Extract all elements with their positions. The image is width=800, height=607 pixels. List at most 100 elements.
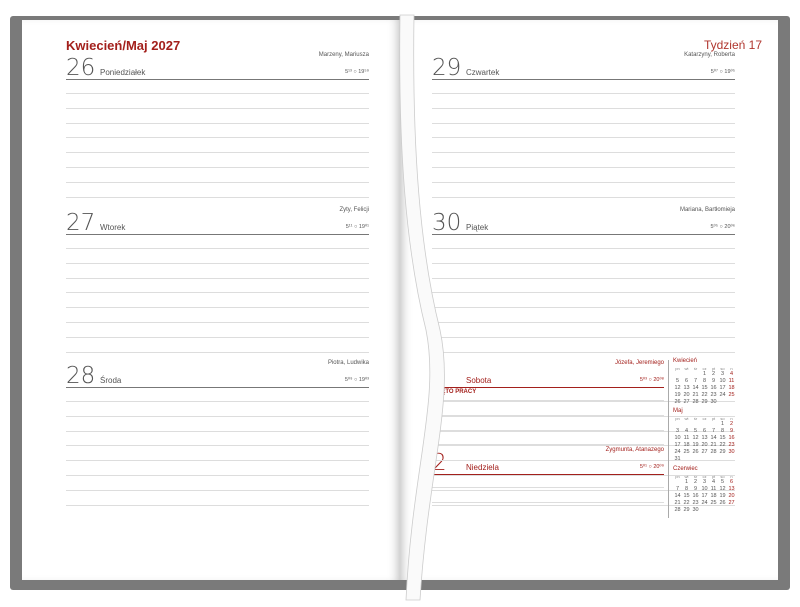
- calendar-divider: [668, 360, 669, 518]
- calendar-day: 15: [701, 385, 708, 391]
- weekday-label: cz: [702, 416, 707, 421]
- calendar-day: 12: [719, 486, 726, 492]
- month-title: Kwiecień/Maj 2027: [66, 38, 181, 53]
- calendar-day: 21: [674, 500, 681, 506]
- calendar-day: 27: [728, 500, 735, 506]
- writing-line: [432, 322, 735, 323]
- writing-line: [66, 489, 369, 491]
- name-days: Katarzyny, Roberta: [684, 52, 735, 58]
- sunrise: 5⁰⁵: [710, 224, 719, 230]
- left-page: [22, 20, 400, 580]
- calendar-day: 4: [684, 428, 689, 434]
- sunset: 19⁰⁵: [724, 69, 735, 75]
- calendar-day: 15: [683, 493, 690, 499]
- name-days: Marzeny, Mariusza: [318, 52, 369, 58]
- calendar-day: 25: [683, 449, 690, 455]
- writing-line: [432, 460, 735, 462]
- weekday-label: śr: [693, 366, 698, 371]
- mini-calendar-month: Kwiecień: [673, 358, 698, 364]
- day-number: 27: [66, 210, 96, 236]
- writing-line: [432, 487, 664, 488]
- writing-line: [66, 122, 369, 124]
- weekday-label: n: [730, 474, 733, 479]
- calendar-day: 25: [710, 500, 717, 506]
- day-number: 30: [432, 210, 462, 236]
- writing-line: [432, 504, 735, 506]
- calendar-day: 24: [674, 449, 681, 455]
- writing-line: [66, 196, 369, 198]
- calendar-day: 5: [693, 428, 698, 434]
- mini-calendar: Czerwiec pn wt śr cz pt so n 1 2 3 4 5 6 7 8 9 10 11 12 13 14…: [673, 466, 736, 514]
- calendar-day: 19: [674, 392, 681, 398]
- writing-line: [432, 137, 735, 139]
- calendar-day: 17: [674, 442, 681, 448]
- writing-line: [66, 322, 369, 323]
- calendar-day: 29: [719, 449, 726, 455]
- sun-times: 5⁰⁷ ○ 19⁰⁵: [710, 69, 735, 75]
- calendar-day: 23: [710, 392, 717, 398]
- calendar-day: 6: [702, 428, 707, 434]
- weekday-label: pt: [711, 366, 716, 371]
- calendar-day: 17: [719, 385, 726, 391]
- calendar-day: 8: [702, 378, 707, 384]
- week-number: Tydzień 17: [703, 38, 762, 52]
- writing-line: [66, 351, 369, 353]
- weekday-label: so: [720, 366, 725, 371]
- mini-calendar-month: Czerwiec: [673, 466, 698, 472]
- sunrise: 5⁰⁷: [710, 69, 718, 75]
- calendar-day: 21: [710, 442, 717, 448]
- writing-line: [432, 444, 664, 446]
- calendar-day: 8: [720, 428, 725, 434]
- calendar-day: 20: [683, 392, 690, 398]
- writing-line: [432, 307, 735, 309]
- writing-line: [66, 336, 369, 338]
- writing-line: [66, 137, 369, 139]
- calendar-day: 28: [710, 449, 717, 455]
- weekday-label: so: [720, 474, 725, 479]
- writing-line: [432, 445, 735, 447]
- calendar-day: 1: [684, 479, 689, 485]
- writing-line: [432, 336, 735, 338]
- calendar-day: 30: [710, 399, 717, 405]
- calendar-day: 25: [728, 392, 735, 398]
- weekday-label: pn: [675, 416, 680, 421]
- calendar-day: 13: [728, 486, 735, 492]
- weekday-label: cz: [702, 474, 707, 479]
- calendar-day: 18: [683, 442, 690, 448]
- day-name: Sobota: [466, 376, 492, 385]
- calendar-day: 11: [710, 486, 717, 492]
- calendar-day: 8: [684, 486, 689, 492]
- sun-times: 5⁰⁵ ○ 20⁰⁶: [710, 224, 735, 230]
- calendar-day: 20: [701, 442, 708, 448]
- name-days: Zyty, Felicji: [339, 207, 369, 213]
- calendar-day: 13: [683, 385, 690, 391]
- calendar-day: 2: [693, 479, 698, 485]
- calendar-day: 26: [692, 449, 699, 455]
- calendar-day: 7: [675, 486, 680, 492]
- weekday-label: so: [720, 416, 725, 421]
- calendar-day: 10: [674, 435, 681, 441]
- day-name: Wtorek: [100, 223, 126, 232]
- writing-line: [432, 401, 735, 402]
- calendar-day: 14: [710, 435, 717, 441]
- writing-line: [66, 430, 369, 432]
- mini-calendar: Kwiecień pn wt śr cz pt so n 1 2 3 4 5 6 7 8 9 10 11 12 13 14…: [673, 358, 736, 406]
- calendar-day: 15: [719, 435, 726, 441]
- calendar-day: 18: [710, 493, 717, 499]
- calendar-day: 9: [693, 486, 698, 492]
- name-days: Piotra, Ludwika: [327, 360, 369, 366]
- sunset: 19⁰³: [358, 377, 369, 383]
- mini-calendar-month: Maj: [673, 408, 683, 414]
- writing-line: [432, 414, 664, 416]
- name-days: Zygmunta, Atanazego: [605, 447, 664, 453]
- weekday-label: śr: [693, 416, 698, 421]
- calendar-day: 18: [728, 385, 735, 391]
- writing-line: [66, 504, 369, 506]
- calendar-day: 20: [728, 493, 735, 499]
- writing-line: [66, 415, 369, 417]
- writing-line: [432, 167, 735, 168]
- sunrise: 5⁰⁹: [344, 377, 353, 383]
- sun-times: 5¹¹ ○ 19⁰¹: [345, 224, 369, 230]
- calendar-day: 30: [692, 507, 699, 513]
- calendar-day: 2: [711, 371, 716, 377]
